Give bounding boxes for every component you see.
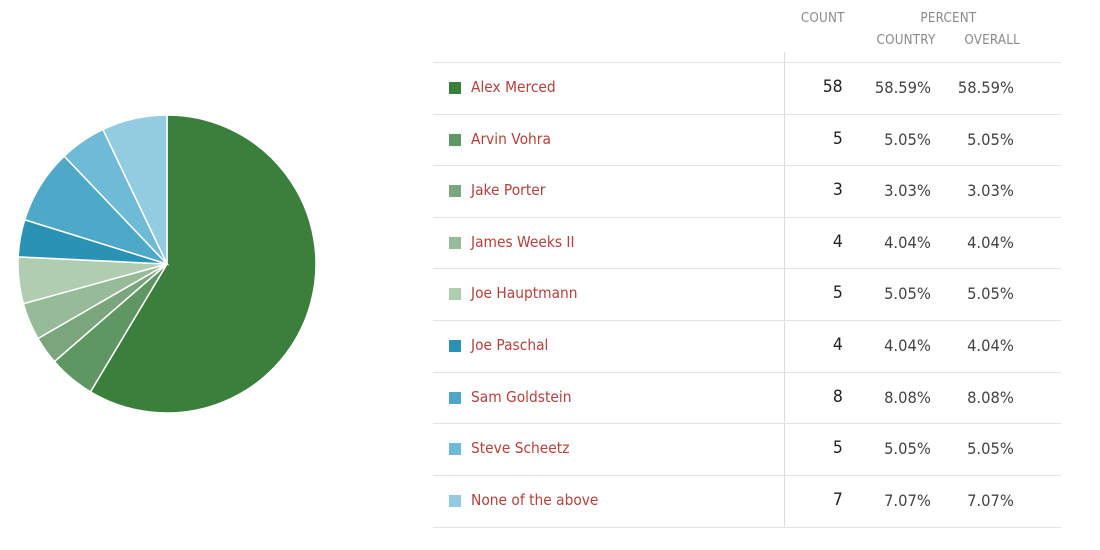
pie-slice[interactable] bbox=[89, 114, 317, 414]
candidate-name-link[interactable]: Steve Scheetz bbox=[471, 439, 570, 458]
country-percent: 58.59% bbox=[874, 78, 931, 97]
country-percent: 4.04% bbox=[884, 336, 931, 355]
overall-percent: 5.05% bbox=[967, 439, 1014, 459]
legend-swatch bbox=[449, 391, 461, 404]
country-percent: 3.03% bbox=[884, 181, 931, 201]
count-value: 4 bbox=[833, 231, 843, 252]
count-value: 5 bbox=[833, 438, 843, 459]
legend-swatch bbox=[449, 185, 461, 198]
count-value: 5 bbox=[833, 128, 843, 149]
legend-swatch bbox=[449, 340, 461, 352]
table-row: Joe Paschal 4 4.04% 4.04% bbox=[433, 320, 1061, 372]
results-table: COUNT PERCENT COUNTRY OVERALL Alex Merce… bbox=[433, 0, 1061, 550]
candidate-name-link[interactable]: Alex Merced bbox=[471, 78, 556, 96]
overall-percent: 4.04% bbox=[967, 336, 1014, 355]
legend-swatch bbox=[449, 133, 461, 146]
overall-percent: 58.59% bbox=[957, 78, 1014, 97]
table-row: None of the above 7 7.07% 7.07% bbox=[433, 474, 1061, 528]
overall-percent: 8.08% bbox=[967, 387, 1014, 407]
country-percent: 5.05% bbox=[884, 439, 931, 459]
legend-swatch bbox=[449, 236, 461, 249]
table-row: Steve Scheetz 5 5.05% 5.05% bbox=[433, 423, 1061, 475]
country-percent: 8.08% bbox=[884, 387, 931, 407]
percent-header: PERCENT bbox=[920, 11, 977, 26]
country-percent: 7.07% bbox=[884, 490, 931, 510]
candidate-name-link[interactable]: Joe Paschal bbox=[471, 336, 549, 354]
overall-percent: 7.07% bbox=[967, 490, 1014, 510]
count-value: 4 bbox=[833, 335, 843, 355]
country-percent: 5.05% bbox=[884, 284, 931, 304]
table-row: Arvin Vohra 5 5.05% 5.05% bbox=[433, 113, 1061, 166]
count-value: 58 bbox=[823, 77, 843, 97]
country-percent: 4.04% bbox=[884, 232, 931, 252]
candidate-name-link[interactable]: James Weeks II bbox=[471, 232, 575, 251]
overall-percent: 3.03% bbox=[967, 181, 1014, 201]
country-percent: 5.05% bbox=[884, 129, 931, 149]
candidate-name-link[interactable]: None of the above bbox=[471, 490, 599, 509]
table-row: Joe Hauptmann 5 5.05% 5.05% bbox=[433, 268, 1061, 320]
table-row: James Weeks II 4 4.04% 4.04% bbox=[433, 216, 1061, 269]
candidate-name-link[interactable]: Arvin Vohra bbox=[471, 129, 551, 148]
column-divider bbox=[784, 52, 785, 528]
pie-slice[interactable] bbox=[101, 114, 168, 265]
count-value: 8 bbox=[833, 386, 843, 407]
legend-swatch bbox=[449, 288, 461, 301]
count-value: 3 bbox=[833, 180, 843, 201]
candidate-name-link[interactable]: Joe Hauptmann bbox=[471, 284, 578, 303]
overall-percent: 5.05% bbox=[967, 129, 1014, 149]
table-row: Sam Goldstein 8 8.08% 8.08% bbox=[433, 371, 1061, 424]
legend-swatch bbox=[449, 494, 461, 507]
table-row: Jake Porter 3 3.03% 3.03% bbox=[433, 165, 1061, 217]
overall-percent: 5.05% bbox=[967, 284, 1014, 304]
legend-swatch bbox=[449, 443, 461, 456]
overall-header: OVERALL bbox=[964, 33, 1020, 48]
pie-chart bbox=[17, 114, 317, 414]
table-row: Alex Merced 58 58.59% 58.59% bbox=[433, 62, 1061, 114]
count-value: 7 bbox=[833, 489, 843, 510]
candidate-name-link[interactable]: Sam Goldstein bbox=[471, 387, 572, 406]
candidate-name-link[interactable]: Jake Porter bbox=[471, 181, 546, 200]
legend-swatch bbox=[449, 82, 461, 94]
count-header: COUNT bbox=[800, 11, 845, 26]
country-header: COUNTRY bbox=[876, 33, 936, 48]
overall-percent: 4.04% bbox=[967, 232, 1014, 252]
count-value: 5 bbox=[833, 283, 843, 304]
